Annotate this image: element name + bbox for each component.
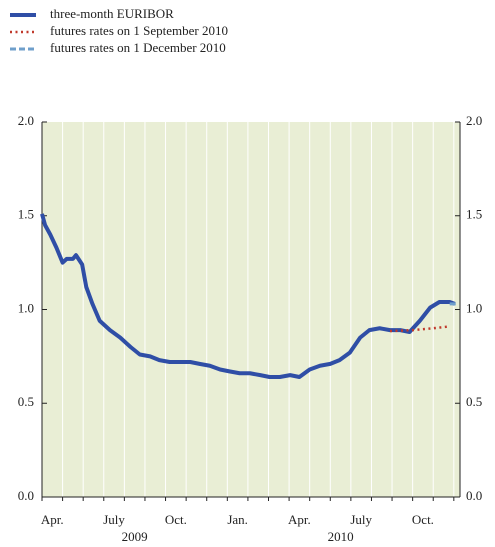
year-label: 2009 — [122, 529, 148, 544]
year-label: 2010 — [328, 529, 354, 544]
legend-label: futures rates on 1 December 2010 — [50, 40, 226, 55]
y2-tick-label: 0.0 — [466, 488, 482, 503]
y-tick-label: 0.0 — [18, 488, 34, 503]
x-tick-label: Apr. — [288, 512, 311, 527]
x-tick-label: Jan. — [227, 512, 248, 527]
legend-label: futures rates on 1 September 2010 — [50, 23, 228, 38]
legend-label: three-month EURIBOR — [50, 6, 174, 21]
y2-tick-label: 0.5 — [466, 394, 482, 409]
x-tick-label: Oct. — [165, 512, 187, 527]
y-tick-label: 2.0 — [18, 113, 34, 128]
y2-tick-label: 1.0 — [466, 300, 482, 315]
x-tick-label: Oct. — [412, 512, 434, 527]
y-tick-label: 1.5 — [18, 207, 34, 222]
plot-area — [42, 122, 460, 497]
x-tick-label: July — [103, 512, 125, 527]
x-tick-label: July — [350, 512, 372, 527]
x-tick-label: Apr. — [41, 512, 64, 527]
y-tick-label: 1.0 — [18, 300, 34, 315]
y-tick-label: 0.5 — [18, 394, 34, 409]
y2-tick-label: 1.5 — [466, 207, 482, 222]
series-line — [40, 213, 456, 379]
series-line — [389, 325, 450, 333]
y2-tick-label: 2.0 — [466, 113, 482, 128]
